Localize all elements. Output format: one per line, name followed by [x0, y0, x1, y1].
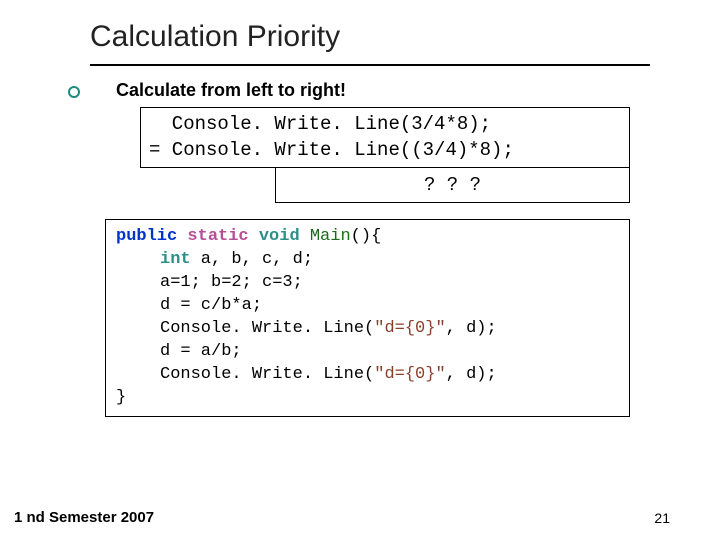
code-line: d = c/b*a; [116, 295, 619, 318]
slide: Calculation Priority Calculate from left… [0, 0, 720, 540]
code-box-3: public static void Main(){ int a, b, c, … [105, 219, 630, 417]
code-text: Console. Write. Line( [160, 319, 374, 338]
code-line: } [116, 387, 619, 410]
method-name: Main [300, 227, 351, 246]
code-box-2: ? ? ? [275, 167, 630, 203]
code-line: Console. Write. Line("d={0}", d); [116, 364, 619, 387]
string-literal: "d={0}" [374, 365, 445, 384]
code-line: int a, b, c, d; [116, 249, 619, 272]
keyword-int: int [160, 250, 191, 269]
subtitle-row: Calculate from left to right! [88, 80, 720, 101]
page-title: Calculation Priority [90, 20, 650, 62]
code-text: , d); [446, 365, 497, 384]
code-line: = Console. Write. Line((3/4)*8); [149, 138, 621, 164]
subtitle: Calculate from left to right! [116, 80, 720, 101]
keyword-static: static [177, 227, 248, 246]
code-line: d = a/b; [116, 341, 619, 364]
keyword-public: public [116, 227, 177, 246]
code-line: Console. Write. Line("d={0}", d); [116, 318, 619, 341]
code-line: public static void Main(){ [116, 226, 619, 249]
code-text: Console. Write. Line( [160, 365, 374, 384]
code-line: Console. Write. Line(3/4*8); [149, 112, 621, 138]
title-block: Calculation Priority [90, 20, 650, 66]
code-text: , d); [446, 319, 497, 338]
footer-left: 1 nd Semester 2007 [14, 509, 154, 526]
title-rule [90, 64, 650, 66]
footer-right: 21 [654, 510, 670, 526]
code-text: a, b, c, d; [191, 250, 313, 269]
bullet-icon [68, 86, 80, 98]
code-line: a=1; b=2; c=3; [116, 272, 619, 295]
string-literal: "d={0}" [374, 319, 445, 338]
code-box-1: Console. Write. Line(3/4*8); = Console. … [140, 107, 630, 168]
keyword-void: void [249, 227, 300, 246]
question-marks: ? ? ? [424, 174, 481, 196]
code-text: (){ [351, 227, 382, 246]
